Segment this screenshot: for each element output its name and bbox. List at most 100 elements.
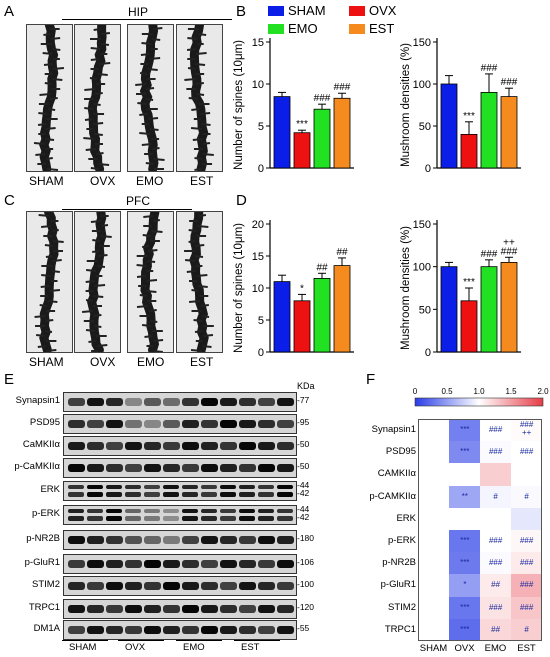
heatmap-cell	[511, 485, 542, 509]
blot-strip	[63, 481, 297, 501]
heatmap-cell	[418, 419, 449, 442]
blot-row-label: Synapsin1	[15, 395, 60, 406]
heatmap-cell	[418, 507, 449, 531]
significance-label: ###	[481, 249, 498, 260]
significance-label: ##	[316, 262, 328, 273]
colorbar-tick-label: 1.0	[473, 387, 485, 396]
y-tick-label: 0	[425, 163, 431, 175]
blot-strip	[63, 392, 297, 412]
y-tick-label: 150	[413, 219, 431, 231]
y-tick-label: 100	[413, 262, 431, 274]
heatmap-cell	[511, 574, 542, 598]
legend-swatch-ovx	[349, 6, 365, 16]
bar-est	[500, 96, 518, 169]
y-tick-label: 0	[258, 347, 264, 359]
panel-label-b: B	[236, 3, 247, 20]
significance-label: ###	[334, 82, 351, 93]
error-bar	[465, 287, 473, 301]
heatmap-cell	[449, 441, 480, 464]
heatmap-significance: #	[524, 491, 529, 501]
heatmap-cell	[511, 530, 542, 553]
heatmap-cell	[418, 618, 449, 642]
error-bar	[445, 261, 453, 267]
heatmap-cell	[449, 419, 480, 442]
blot-row-label: p-NR2B	[26, 533, 60, 544]
heatmap-cell	[449, 530, 480, 553]
heatmap-cell	[449, 485, 480, 509]
colorbar-tick-label: 1.5	[505, 387, 517, 396]
heatmap-significance: #	[493, 491, 498, 501]
heatmap-cell	[511, 419, 542, 442]
heatmap-cell	[418, 552, 449, 575]
legend-swatch-est	[349, 24, 365, 34]
heatmap-significance: ###	[519, 580, 534, 590]
bar-ovx	[293, 132, 311, 169]
heatmap-significance: ***	[459, 624, 470, 634]
panel-c-group-label: EMO	[137, 355, 165, 369]
y-tick-label: 5	[258, 315, 264, 327]
micrograph-image	[176, 24, 223, 172]
blot-row-label: CaMKIIα	[22, 439, 60, 450]
heatmap-cell	[449, 463, 480, 487]
y-tick-label: 15	[252, 37, 264, 49]
y-tick-label: 10	[252, 283, 264, 295]
heatmap-significance: ###	[488, 447, 503, 457]
significance-label: ***	[296, 119, 308, 130]
kda-value: -120	[297, 602, 315, 612]
blot-strip	[63, 620, 297, 640]
heatmap-col-label: OVX	[454, 643, 475, 654]
heatmap-cell	[480, 574, 511, 598]
heatmap-row-label: p-ERK	[388, 535, 416, 546]
heatmap-cell	[480, 463, 511, 487]
heatmap-cell	[511, 618, 542, 642]
blot-strip	[63, 554, 297, 574]
error-bar	[298, 293, 306, 301]
heatmap-significance: *	[462, 580, 467, 590]
heatmap-col-label: EST	[517, 643, 536, 654]
heatmap-cell	[418, 441, 449, 464]
heatmap-significance: ###	[488, 558, 503, 568]
kda-value: -44 -42	[297, 480, 310, 498]
panel-a-group-label: OVX	[90, 174, 116, 188]
panel-c-group-label: SHAM	[29, 355, 64, 369]
y-axis-label: Mushroom densities (%)	[400, 43, 412, 167]
error-bar	[338, 92, 346, 99]
heatmap-cell	[449, 618, 480, 642]
blot-strip	[63, 414, 297, 434]
heatmap-cell	[449, 507, 480, 531]
blot-strip	[63, 458, 297, 478]
y-tick-label: 50	[419, 304, 431, 316]
bar-ovx	[460, 134, 478, 169]
heatmap-significance: ***	[459, 425, 470, 434]
y-tick-label: 10	[252, 79, 264, 91]
heatmap-significance: ###	[488, 425, 503, 434]
heatmap-significance: ### ++	[519, 420, 534, 437]
panel-c-group-label: EST	[190, 355, 214, 369]
error-bar	[318, 103, 326, 110]
heatmap-row-label: CAMKIIα	[377, 468, 416, 480]
bar-emo	[480, 266, 498, 353]
error-bar	[298, 129, 306, 133]
bar-sham	[440, 266, 458, 353]
blot-group-label: EST	[241, 642, 260, 653]
panel-label-a: A	[4, 3, 15, 20]
micrograph-image	[26, 211, 73, 353]
blot-strip	[63, 576, 297, 596]
legend-label-emo: EMO	[288, 21, 318, 36]
significance-label: ++	[503, 237, 515, 248]
y-tick-label: 0	[258, 163, 264, 175]
y-tick-label: 150	[413, 37, 431, 49]
error-bar	[318, 272, 326, 279]
bar-sham	[273, 96, 291, 169]
heatmap-significance: ***	[459, 447, 470, 457]
kda-value: -180	[297, 533, 315, 543]
colorbar-gradient	[414, 397, 544, 407]
heatmap-cell	[418, 485, 449, 509]
bar-est	[333, 265, 351, 353]
heatmap-cell	[418, 574, 449, 598]
heatmap-significance: ##	[491, 580, 500, 590]
panel-a-group-label: EMO	[136, 174, 164, 188]
panel-label-d: D	[236, 192, 247, 209]
heatmap-significance: ###	[519, 602, 534, 612]
